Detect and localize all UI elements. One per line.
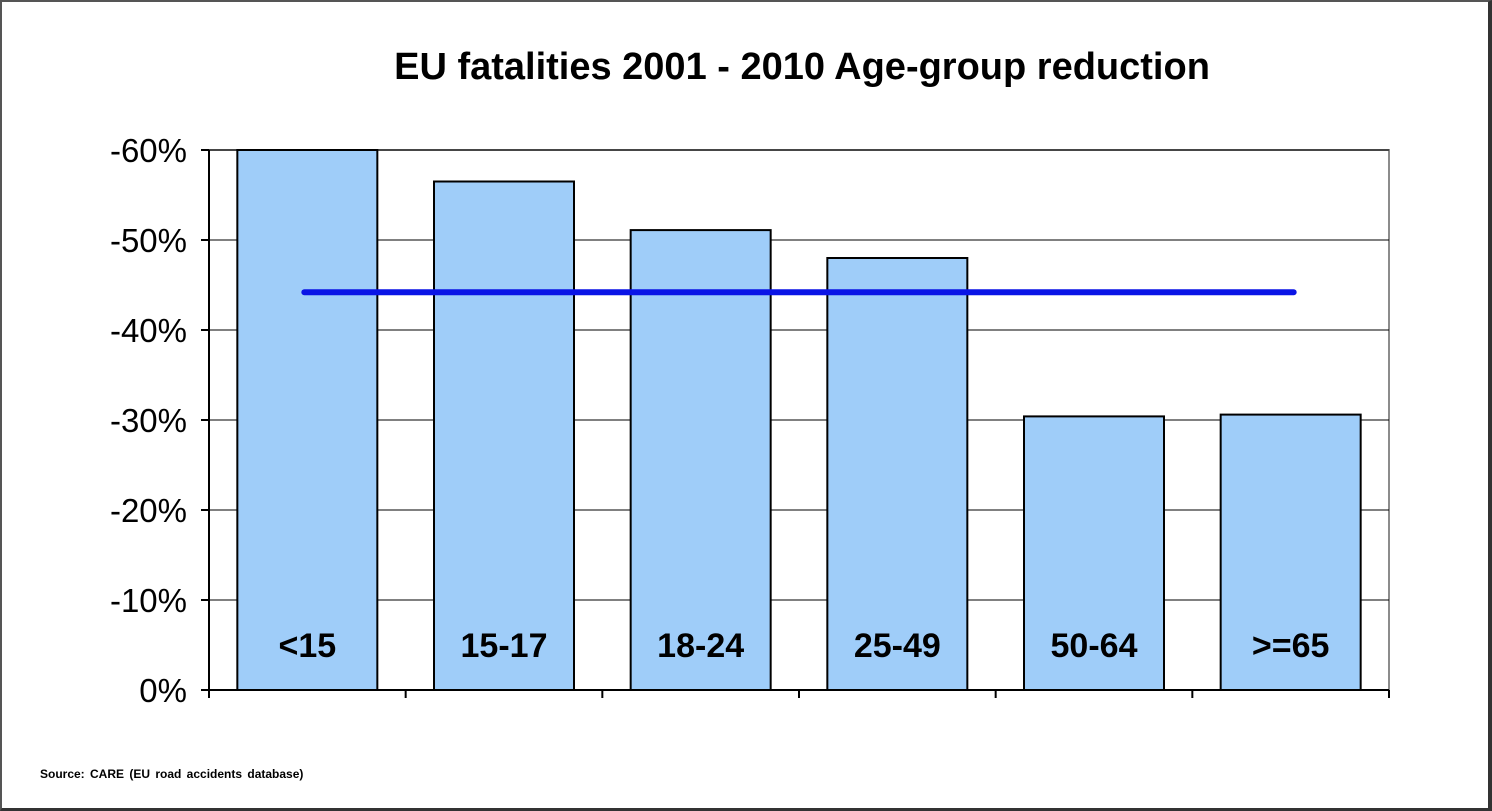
y-tick-label: -10% (110, 582, 187, 619)
chart-title: EU fatalities 2001 - 2010 Age-group redu… (394, 46, 1210, 88)
bar-15-17 (433, 180, 575, 691)
category-label: <15 (278, 627, 336, 665)
category-label: 18-24 (657, 627, 744, 665)
bar-15 (236, 149, 379, 691)
y-tick-label: -30% (110, 402, 187, 439)
category-label: 15-17 (461, 627, 548, 665)
y-tick-label: -50% (110, 222, 187, 259)
y-tick-label: -20% (110, 492, 187, 529)
category-label: 25-49 (854, 627, 941, 665)
category-label: >=65 (1252, 627, 1330, 665)
bar-50-64 (1023, 415, 1165, 691)
y-tick-label: -60% (110, 132, 187, 169)
category-label: 50-64 (1051, 627, 1138, 665)
y-tick-label: -40% (110, 312, 187, 349)
bar-25-49 (826, 257, 969, 691)
source-note: Source: CARE (EU road accidents database… (40, 767, 304, 781)
y-tick-label: 0% (139, 672, 187, 709)
bar-18-24 (629, 229, 772, 691)
bar-65 (1219, 413, 1362, 691)
